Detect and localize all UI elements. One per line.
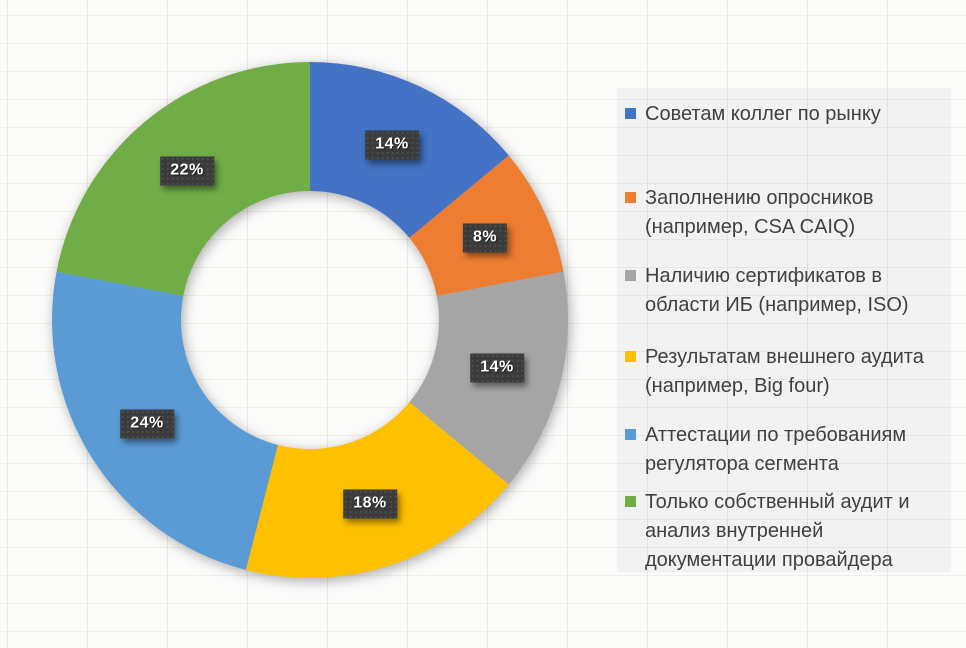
legend-item-attestacii: Аттестации по требованиям регулятора сег… [625,421,945,479]
data-label: 18% [343,489,397,519]
legend-item-label: Советам коллег по рынку [645,103,881,125]
data-label: 22% [160,156,214,186]
legend-item-label: Аттестации по требованиям регулятора сег… [645,424,907,475]
data-label: 8% [462,223,508,253]
legend-item-sobstvenny-audit: Только собственный аудит и анализ внутре… [625,488,945,575]
legend-panel [617,88,951,572]
legend-marker-icon [625,496,636,507]
data-label: 14% [365,130,419,160]
legend-item-label: Наличию сертификатов в области ИБ (напри… [645,265,909,316]
legend-marker-icon [625,429,636,440]
legend-marker-icon [625,192,636,203]
legend-marker-icon [625,108,636,119]
legend-item-label: Только собственный аудит и анализ внутре… [645,491,910,571]
data-label: 14% [470,353,524,383]
legend-item-sertifikaty: Наличию сертификатов в области ИБ (напри… [625,262,945,320]
legend-marker-icon [625,351,636,362]
legend-item-sovetam: Советам коллег по рынку [625,100,945,129]
legend-marker-icon [625,270,636,281]
legend-item-oprosniki: Заполнению опросников (например, CSA CAI… [625,184,945,242]
legend-item-label: Результатам внешнего аудита (например, B… [645,346,924,397]
legend-item-vneshniy-audit: Результатам внешнего аудита (например, B… [625,343,945,401]
legend-item-label: Заполнению опросников (например, CSA CAI… [645,187,874,238]
data-label: 24% [120,409,174,439]
